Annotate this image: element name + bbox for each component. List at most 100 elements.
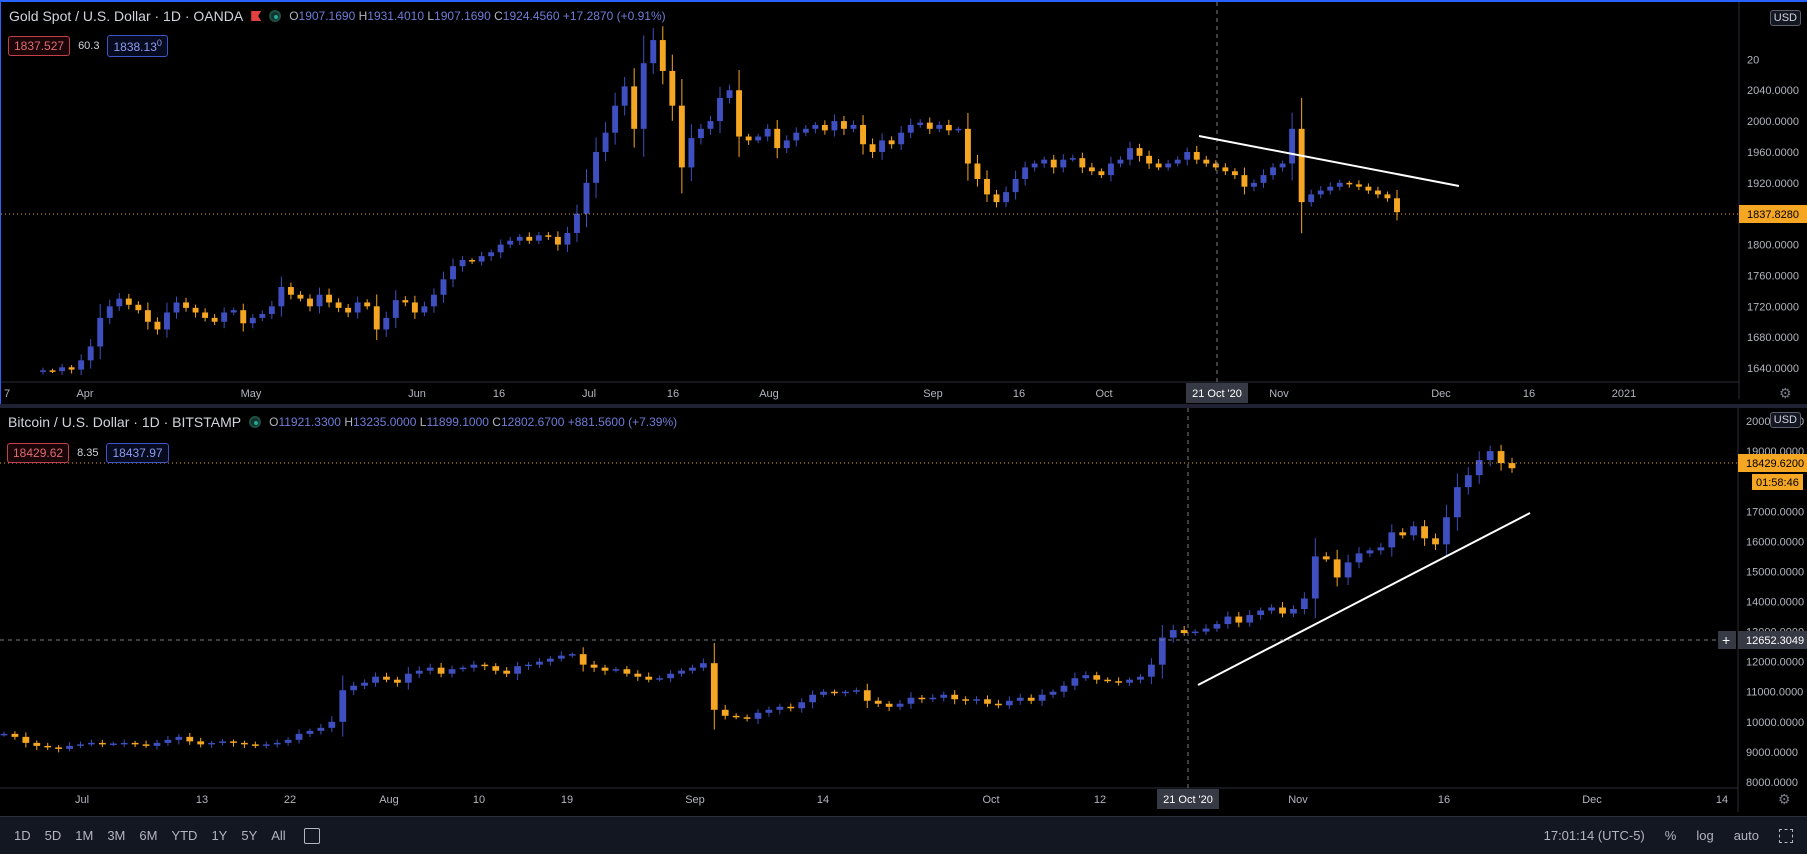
candle-body [1251, 183, 1257, 187]
candle-body [350, 686, 357, 691]
log-toggle[interactable]: log [1696, 828, 1713, 843]
candle-body [97, 318, 103, 347]
trendline [1199, 136, 1459, 186]
candle-body [1443, 517, 1450, 544]
candle-body [231, 310, 237, 312]
btc-bid-ask: 18429.62 8.35 18437.97 [7, 443, 169, 463]
candle-body [197, 741, 204, 744]
range-all[interactable]: All [271, 828, 285, 843]
y-tick-label: 10000.0000 [1746, 717, 1804, 729]
candle-body [1060, 160, 1066, 168]
candle-body [623, 669, 630, 674]
candle-body [650, 40, 656, 63]
candle-body [1337, 183, 1343, 187]
candle-body [186, 737, 193, 742]
x-tick-label: Oct [982, 794, 999, 806]
candle-body [1115, 681, 1122, 683]
range-1m[interactable]: 1M [75, 828, 93, 843]
btc-sell-button[interactable]: 18429.62 [7, 443, 69, 463]
gold-symbol-title[interactable]: Gold Spot / U.S. Dollar · 1D · OANDA [9, 8, 243, 24]
candle-body [678, 671, 685, 674]
btc-chart-pane[interactable]: 8000.0000 9000.0000 10000.0000 11000.0000 12… [0, 408, 1807, 816]
range-5y[interactable]: 5Y [241, 828, 257, 843]
candle-body [908, 125, 914, 133]
candle-body [667, 674, 674, 679]
range-3m[interactable]: 3M [107, 828, 125, 843]
candle-body [908, 698, 915, 704]
candle-body [50, 370, 56, 372]
candle-body [259, 314, 265, 318]
x-tick-label: 16 [493, 388, 505, 400]
candle-body [1213, 164, 1219, 168]
candle-body [995, 704, 1002, 706]
candle-body [812, 125, 818, 129]
gold-chart-pane[interactable]: 1640.0000 1680.0000 1720.0000 1760.0000 1800… [0, 0, 1807, 404]
trendline [1198, 513, 1530, 685]
x-tick-label: 13 [196, 794, 208, 806]
candle-body [1290, 609, 1297, 614]
candle-body [88, 346, 94, 360]
btc-buy-button[interactable]: 18437.97 [106, 443, 168, 463]
percent-toggle[interactable]: % [1665, 828, 1677, 843]
gold-buy-button[interactable]: 1838.130 [107, 35, 167, 57]
candle-body [831, 692, 838, 694]
candle-body [318, 728, 325, 731]
candle-body [803, 129, 809, 133]
candle-body [1388, 532, 1395, 547]
candle-body [1082, 675, 1089, 678]
btc-symbol-title[interactable]: Bitcoin / U.S. Dollar · 1D · BITSTAMP [8, 414, 241, 430]
range-1d[interactable]: 1D [14, 828, 31, 843]
range-5d[interactable]: 5D [45, 828, 62, 843]
candle-body [55, 747, 62, 749]
fullscreen-icon[interactable] [1779, 829, 1793, 843]
btc-currency-badge[interactable]: USD [1770, 412, 1801, 428]
range-1y[interactable]: 1Y [211, 828, 227, 843]
candle-body [12, 734, 19, 737]
candle-body [962, 699, 969, 701]
candle-body [1170, 630, 1177, 638]
candle-body [208, 743, 215, 745]
clock-timezone[interactable]: 17:01:14 (UTC-5) [1544, 828, 1645, 843]
x-tick-label: 10 [473, 794, 485, 806]
candle-body [1181, 630, 1188, 633]
candle-body [285, 740, 292, 743]
candle-body [774, 129, 780, 148]
candle-body [1222, 167, 1228, 171]
range-6m[interactable]: 6M [139, 828, 157, 843]
candle-body [809, 695, 816, 703]
btc-chart-canvas[interactable]: 8000.0000 9000.0000 10000.0000 11000.0000 12… [0, 408, 1807, 816]
y-tick-label: 14000.0000 [1746, 596, 1804, 608]
candle-body [441, 279, 447, 294]
candle-body [1017, 698, 1024, 701]
candle-body [860, 125, 866, 144]
candle-body [569, 654, 576, 656]
candle-body [536, 662, 543, 665]
x-tick-label: 19 [561, 794, 573, 806]
candle-body [241, 743, 248, 745]
auto-toggle[interactable]: auto [1734, 828, 1759, 843]
candle-body [107, 306, 113, 318]
gold-currency-badge[interactable]: USD [1770, 10, 1801, 26]
candle-body [507, 241, 513, 245]
range-ytd[interactable]: YTD [171, 828, 197, 843]
flag-icon[interactable] [251, 11, 261, 21]
candle-body [708, 121, 714, 129]
candle-body [88, 743, 95, 745]
candle-body [660, 40, 666, 71]
go-to-date-icon[interactable] [304, 828, 320, 844]
candle-body [798, 702, 805, 708]
candle-body [1308, 194, 1314, 202]
candle-body [1165, 164, 1171, 168]
candle-body [1184, 152, 1190, 160]
y-tick-label: 2040.0000 [1747, 85, 1799, 97]
candle-body [1175, 160, 1181, 164]
candle-body [634, 674, 641, 677]
candle-body [965, 129, 971, 164]
candle-body [736, 90, 742, 136]
candle-body [307, 299, 313, 307]
candle-body [955, 129, 961, 131]
candle-body [1394, 198, 1400, 212]
gold-chart-canvas[interactable]: 1640.0000 1680.0000 1720.0000 1760.0000 1800… [1, 2, 1807, 404]
candle-body [479, 256, 485, 261]
gold-sell-button[interactable]: 1837.527 [8, 36, 70, 56]
